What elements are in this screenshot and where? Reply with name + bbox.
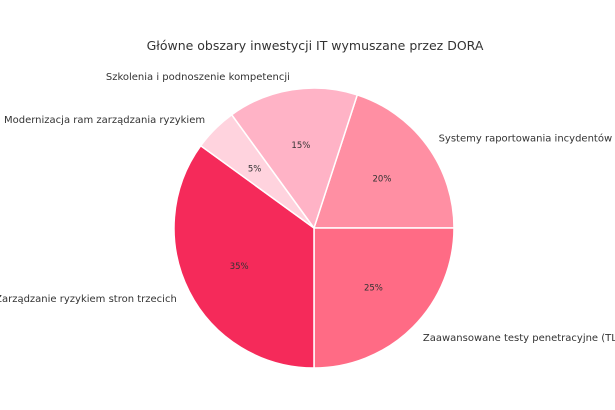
pie-value-label: 35% [230, 262, 249, 272]
pie-slices [173, 87, 455, 369]
pie-value-label: 5% [248, 165, 262, 175]
pie-category-label: Zaawansowane testy penetracyjne (TLPT) [423, 333, 615, 344]
pie-category-label: Zarządzanie ryzykiem stron trzecich [0, 294, 177, 305]
pie-slice-zaawansowane-testy-penetracyjne-tlpt [313, 227, 455, 369]
pie-category-label: Systemy raportowania incydentów [439, 132, 613, 144]
pie-slice-szkolenia-i-podnoszenie-kompetencji [230, 87, 359, 230]
pie-labels: 20% Systemy raportowania incydentów 25% Zaa… [0, 72, 615, 344]
pie-category-label: Szkolenia i podnoszenie kompetencji [106, 72, 290, 83]
pie-slice-zarzadzanie-ryzykiem-stron-trzecich [173, 144, 315, 369]
pie-value-label: 25% [364, 283, 383, 293]
pie-value-label: 20% [373, 175, 392, 185]
pie-slice-systemy-raportowania-incydentow [312, 93, 455, 229]
pie-category-label: Modernizacja ram zarządzania ryzykiem [4, 115, 205, 126]
chart-title: Główne obszary inwestycji IT wymuszane p… [147, 38, 484, 53]
pie-value-label: 15% [291, 141, 310, 151]
